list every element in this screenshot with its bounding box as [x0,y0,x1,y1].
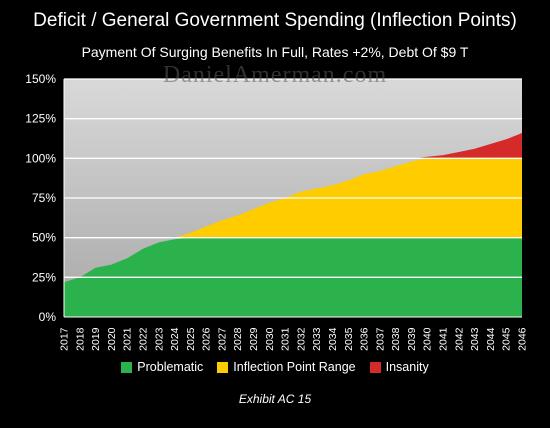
x-tick-label: 2026 [201,327,213,351]
x-tick-label: 2030 [264,327,276,351]
x-tick-label: 2020 [106,327,118,351]
x-tick-label: 2028 [232,327,244,351]
legend-item-insanity: Insanity [369,360,429,374]
x-tick-label: 2029 [248,327,260,351]
legend-swatch-problematic [121,361,133,373]
x-tick-label: 2025 [185,327,197,351]
x-tick-label: 2039 [406,327,418,351]
x-tick-label: 2045 [501,327,513,351]
legend-item-problematic: Problematic [121,360,203,374]
watermark: DanielAmerman.com [162,62,388,88]
x-tick-label: 2018 [74,327,86,351]
x-tick-label: 2031 [280,327,292,351]
chart-title: Deficit / General Government Spending (I… [33,10,517,31]
x-tick-label: 2017 [59,327,71,351]
x-tick-label: 2024 [169,327,181,351]
x-tick-label: 2021 [122,327,134,351]
exhibit-label: Exhibit AC 15 [238,392,312,406]
x-tick-label: 2035 [343,327,355,351]
chart-legend: Problematic Inflection Point Range Insan… [0,360,550,374]
x-tick-label: 2046 [517,327,529,351]
x-tick-label: 2044 [485,327,497,351]
x-tick-label: 2038 [390,327,402,351]
y-tick-label: 50% [32,231,56,245]
legend-swatch-inflection [217,361,229,373]
x-tick-label: 2032 [295,327,307,351]
legend-label-inflection: Inflection Point Range [233,360,356,374]
legend-label-insanity: Insanity [385,360,429,374]
y-tick-label: 25% [32,270,56,284]
y-tick-label: 75% [32,191,56,205]
x-tick-label: 2040 [422,327,434,351]
x-tick-label: 2036 [359,327,371,351]
x-tick-label: 2041 [438,327,450,351]
y-tick-label: 100% [25,151,56,165]
x-tick-label: 2023 [153,327,165,351]
y-tick-label: 150% [25,72,56,86]
x-tick-label: 2042 [453,327,465,351]
x-tick-label: 2034 [327,327,339,351]
legend-item-inflection: Inflection Point Range [217,360,356,374]
legend-label-problematic: Problematic [137,360,204,374]
x-tick-label: 2037 [374,327,386,351]
x-tick-label: 2027 [216,327,228,351]
y-tick-label: 0% [39,310,57,324]
area-insanity [64,132,522,159]
x-tick-label: 2022 [137,327,149,351]
x-tick-label: 2019 [90,327,102,351]
legend-swatch-insanity [369,361,381,373]
x-tick-label: 2043 [469,327,481,351]
x-tick-label: 2033 [311,327,323,351]
chart-subtitle: Payment Of Surging Benefits In Full, Rat… [81,44,469,60]
y-tick-label: 125% [25,112,56,126]
